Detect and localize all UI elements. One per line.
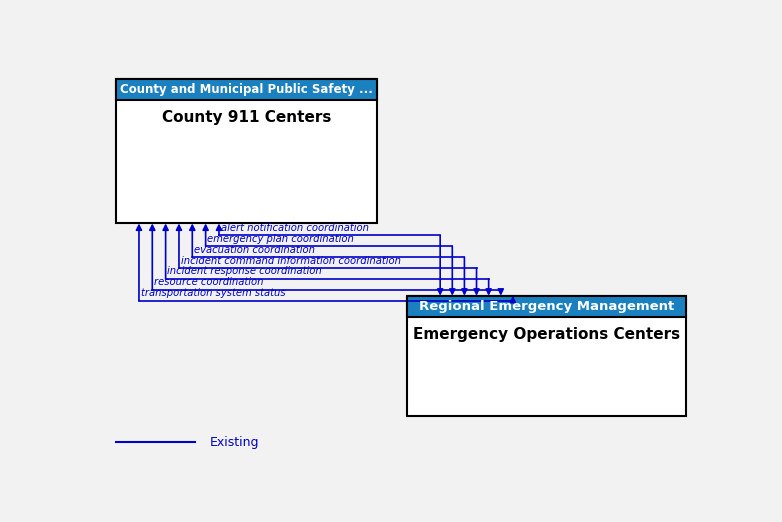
Text: County and Municipal Public Safety ...: County and Municipal Public Safety ... (120, 82, 373, 96)
Bar (116, 79, 377, 100)
Text: resource coordination: resource coordination (154, 277, 264, 287)
Text: alert notification coordination: alert notification coordination (221, 223, 369, 233)
Bar (116, 79, 377, 223)
Text: incident command information coordination: incident command information coordinatio… (181, 256, 401, 266)
Text: evacuation coordination: evacuation coordination (194, 245, 315, 255)
Text: Emergency Operations Centers: Emergency Operations Centers (413, 327, 680, 342)
Text: Existing: Existing (210, 436, 260, 449)
Text: transportation system status: transportation system status (141, 288, 285, 298)
Text: emergency plan coordination: emergency plan coordination (207, 234, 354, 244)
Bar (407, 296, 686, 317)
Text: Regional Emergency Management: Regional Emergency Management (418, 300, 674, 313)
Bar (407, 296, 686, 317)
Bar (407, 296, 686, 417)
Text: County 911 Centers: County 911 Centers (162, 110, 331, 125)
Bar (116, 79, 377, 100)
Text: incident response coordination: incident response coordination (167, 266, 322, 277)
